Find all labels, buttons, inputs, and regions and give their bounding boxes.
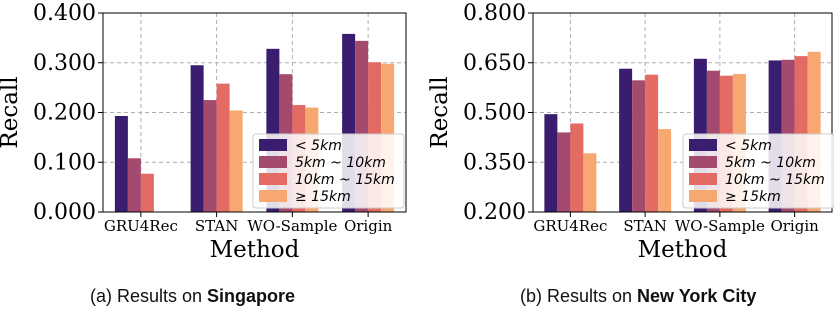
x-tick-label: WO-Sample	[247, 217, 337, 235]
legend-label: 10km ~ 15km	[725, 172, 825, 188]
x-tick-label: GRU4Rec	[104, 217, 178, 235]
bar	[658, 129, 672, 212]
caption-city: New York City	[637, 286, 757, 306]
legend-label: 10km ~ 15km	[295, 172, 395, 188]
x-tick-label: STAN	[195, 217, 238, 235]
legend-swatch	[689, 190, 717, 202]
chart-panel-2: 0.200 0.350 0.500 0.650 0.800 GRU4Rec STAN WO-S…	[427, 1, 834, 263]
y-tick-label: 0.650	[463, 51, 526, 76]
legend-swatch	[259, 156, 287, 168]
legend-swatch	[259, 173, 287, 185]
y-tick-label: 0.500	[463, 101, 526, 126]
x-tick-label: Origin	[770, 217, 819, 235]
legend-swatch	[689, 139, 717, 151]
x-tick-label: Origin	[344, 217, 393, 235]
bar	[619, 68, 633, 212]
caption-city: Singapore	[207, 286, 296, 306]
legend-label: < 5km	[725, 138, 772, 154]
y-tick-label: 0.400	[33, 1, 96, 26]
legend-box	[252, 133, 405, 209]
legend-swatch	[259, 139, 287, 151]
legend-label: 5km ~ 10km	[295, 155, 386, 171]
y-tick-label: 0.100	[33, 150, 96, 175]
caption-new-york: (b) Results on New York City	[520, 286, 756, 307]
x-axis-title: Method	[638, 237, 728, 263]
y-tick-label: 0.300	[33, 51, 96, 76]
x-tick-label: STAN	[623, 217, 666, 235]
y-tick-label: 0.200	[33, 101, 96, 126]
legend-swatch	[259, 190, 287, 202]
caption-prefix: (b) Results on	[520, 286, 638, 306]
legend-swatch	[689, 173, 717, 185]
bar	[570, 123, 584, 212]
bar	[229, 110, 243, 212]
y-tick-label: 0.000	[33, 200, 96, 225]
legend-swatch	[689, 156, 717, 168]
bar	[583, 153, 597, 212]
x-tick-label: WO-Sample	[675, 217, 765, 235]
plot-frame	[102, 12, 407, 213]
bar	[127, 158, 141, 212]
bar	[557, 132, 571, 212]
x-tick-label: GRU4Rec	[533, 217, 607, 235]
caption-prefix: (a) Results on	[90, 286, 208, 306]
bar	[190, 65, 204, 212]
y-axis-title: Recall	[0, 76, 23, 148]
legend-label: ≥ 15km	[295, 189, 351, 205]
bar	[216, 83, 230, 213]
y-tick-label: 0.200	[463, 200, 526, 225]
y-tick-label: 0.350	[463, 150, 526, 175]
chart-panel-1: 0.000 0.100 0.200 0.300 0.400 GRU4Rec STAN WO-S…	[0, 1, 407, 263]
bar	[114, 115, 128, 212]
bar	[203, 100, 217, 212]
plot-frame	[532, 12, 833, 213]
bar	[632, 80, 646, 212]
caption-singapore: (a) Results on Singapore	[90, 286, 295, 307]
bar	[140, 173, 154, 212]
bar	[544, 114, 558, 212]
y-axis-title: Recall	[427, 76, 453, 148]
legend-label: 5km ~ 10km	[725, 155, 816, 171]
legend-label: ≥ 15km	[725, 189, 781, 205]
y-tick-label: 0.800	[463, 1, 526, 26]
legend-label: < 5km	[295, 138, 342, 154]
bar	[645, 74, 659, 212]
x-axis-title: Method	[210, 237, 300, 263]
legend-box	[682, 133, 834, 209]
